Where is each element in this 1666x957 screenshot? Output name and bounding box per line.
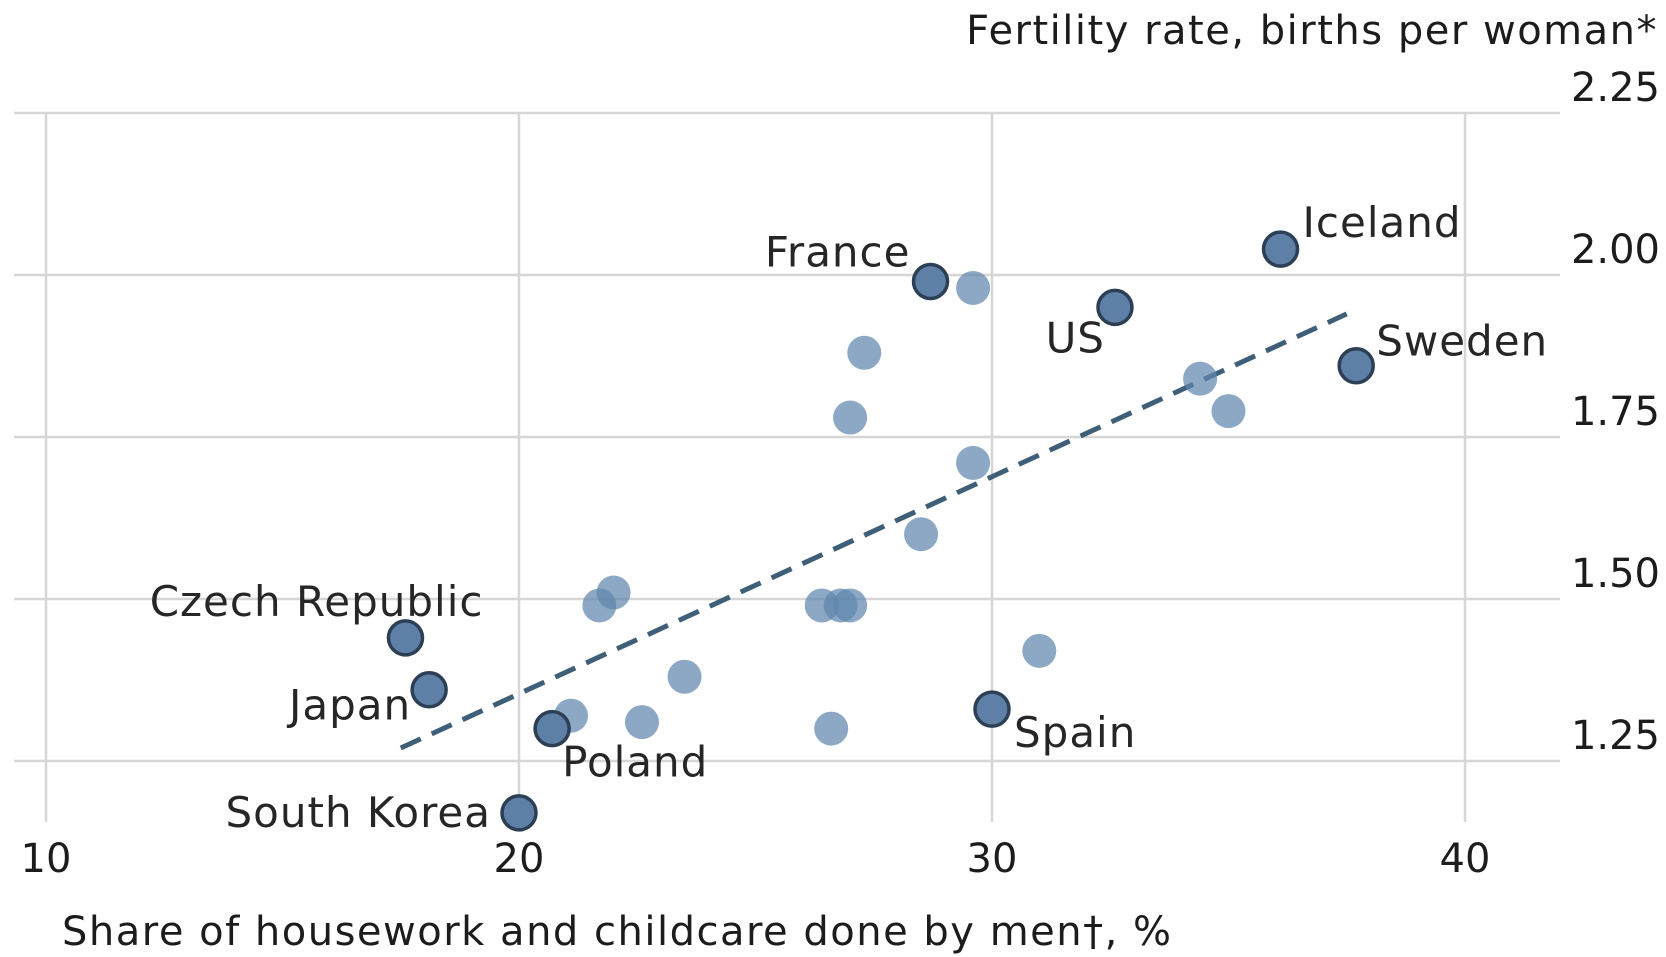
label-france: France: [765, 227, 911, 276]
data-point-south-korea: [500, 794, 538, 832]
data-point-japan: [410, 670, 448, 709]
y-tick-label: 1.25: [1571, 713, 1660, 759]
data-points: [386, 230, 1375, 832]
label-spain: Spain: [1014, 708, 1136, 757]
data-point-iceland: [1261, 230, 1300, 268]
data-point-spain: [973, 690, 1011, 728]
data-point-france: [911, 262, 950, 301]
label-czech-republic: Czech Republic: [150, 577, 484, 626]
data-point-poland: [533, 709, 571, 748]
data-point: [833, 400, 868, 435]
data-point: [814, 711, 849, 746]
label-iceland: Iceland: [1303, 198, 1462, 247]
y-axis-title: Fertility rate, births per woman*: [966, 8, 1658, 54]
label-us: US: [1046, 313, 1105, 362]
x-tick-label: 40: [1440, 836, 1491, 882]
y-tick-label: 2.25: [1571, 65, 1660, 111]
x-axis-title: Share of housework and childcare done by…: [62, 909, 1173, 955]
x-tick-label: 10: [21, 836, 72, 882]
label-sweden: Sweden: [1376, 317, 1548, 366]
data-point-czech-republic: [386, 619, 425, 657]
data-point-sweden: [1337, 346, 1375, 385]
data-point: [847, 335, 882, 370]
x-tick-label: 20: [494, 836, 545, 882]
data-point: [956, 445, 991, 480]
data-point: [833, 588, 868, 623]
data-point: [904, 517, 939, 552]
y-tick-label: 1.75: [1571, 389, 1660, 435]
y-tick-label: 1.50: [1571, 551, 1660, 597]
gridlines: [14, 111, 1560, 822]
data-point: [1022, 633, 1057, 668]
country-labels: Iceland France US Sweden Czech Republic Japan…: [150, 198, 1548, 837]
tick-labels: 10 20 30 40 1.25 1.50 1.75 2.00 2.25: [21, 65, 1660, 882]
x-tick-label: 30: [967, 836, 1018, 882]
data-point: [667, 659, 702, 694]
label-poland: Poland: [562, 738, 708, 787]
data-point: [624, 705, 659, 740]
data-point: [1183, 361, 1218, 396]
data-point: [1211, 394, 1246, 429]
data-point: [956, 270, 991, 305]
data-point-us: [1096, 288, 1134, 327]
y-tick-label: 2.00: [1571, 227, 1660, 273]
data-point: [582, 588, 617, 623]
label-japan: Japan: [286, 681, 411, 730]
label-south-korea: South Korea: [226, 788, 491, 837]
